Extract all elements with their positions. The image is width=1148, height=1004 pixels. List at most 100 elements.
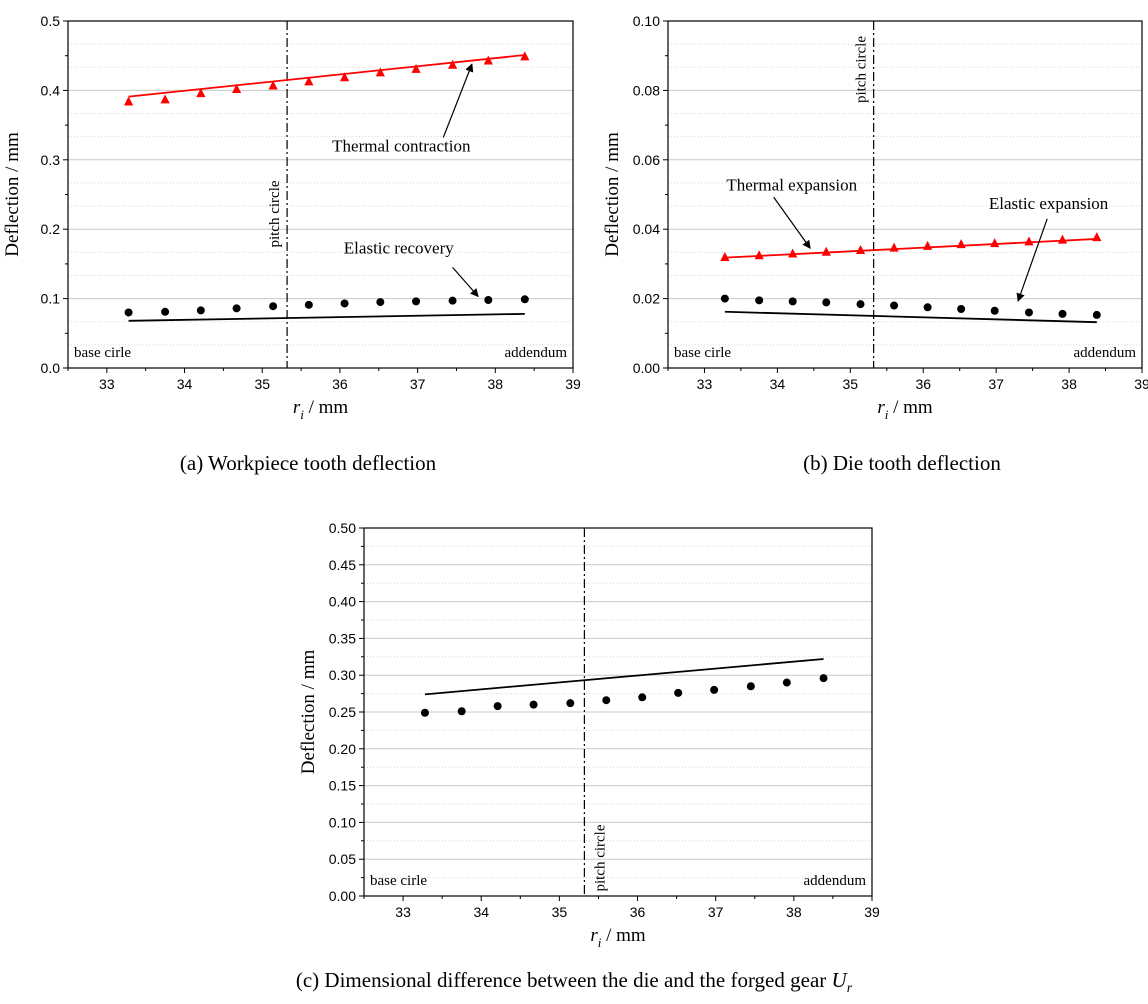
pitch-circle-label: pitch circle — [267, 180, 283, 247]
annotation-label: Thermal expansion — [726, 175, 857, 194]
panel-caption: (c) Dimensional difference between the d… — [296, 968, 853, 996]
data-point-triangle — [720, 251, 730, 261]
x-tick-label: 35 — [843, 376, 859, 392]
data-point-triangle — [1057, 234, 1068, 244]
x-tick-label: 34 — [177, 376, 193, 392]
data-point-circle — [788, 297, 797, 306]
y-tick-label: 0.30 — [329, 667, 356, 683]
data-point-circle — [124, 308, 133, 317]
data-point-circle — [720, 294, 729, 303]
y-tick-label: 0.0 — [41, 360, 61, 376]
fit-line — [724, 310, 1097, 324]
data-point-circle — [566, 699, 575, 708]
x-tick-label: 38 — [1061, 376, 1077, 392]
data-point-triangle — [821, 246, 831, 256]
x-axis-label: ri / mm — [877, 397, 933, 422]
data-point-circle — [856, 300, 865, 309]
y-tick-label: 0.5 — [41, 13, 61, 29]
y-tick-label: 0.02 — [633, 291, 660, 307]
data-point-triangle — [160, 94, 170, 104]
plot-frame — [67, 20, 574, 369]
data-point-circle — [376, 298, 385, 307]
x-tick-label: 33 — [697, 376, 713, 392]
annotation-arrow — [773, 196, 811, 249]
data-point-circle — [957, 305, 966, 314]
annotation-arrow — [442, 63, 474, 138]
y-tick-label: 0.10 — [633, 13, 660, 29]
data-point-circle — [1092, 310, 1101, 319]
y-tick-label: 0.10 — [329, 814, 356, 830]
x-tick-label: 39 — [864, 904, 880, 920]
x-axis-label: ri / mm — [590, 925, 646, 950]
fit-line — [424, 658, 824, 696]
fit-line — [724, 238, 1097, 259]
data-point-triangle — [447, 59, 458, 69]
annotation-label: Elastic expansion — [989, 194, 1109, 213]
y-tick-label: 0.04 — [633, 221, 660, 237]
y-tick-label: 0.08 — [633, 82, 660, 98]
annotation-label: Thermal contraction — [332, 136, 471, 155]
data-point-triangle — [788, 248, 798, 258]
base-circle-label: base cirle — [74, 345, 131, 361]
data-point-circle — [782, 678, 791, 687]
y-tick-label: 0.40 — [329, 594, 356, 610]
data-point-circle — [520, 295, 529, 304]
data-point-triangle — [231, 84, 242, 94]
y-tick-label: 0.1 — [41, 291, 61, 307]
data-point-triangle — [375, 67, 385, 77]
x-tick-label: 35 — [552, 904, 568, 920]
pitch-circle-label: pitch circle — [854, 36, 870, 103]
addendum-label: addendum — [505, 345, 568, 361]
x-tick-label: 34 — [473, 904, 489, 920]
y-tick-label: 0.3 — [41, 152, 61, 168]
y-axis-label: Deflection / mm — [298, 650, 319, 775]
data-point-circle — [674, 688, 683, 697]
base-circle-label: base cirle — [674, 345, 731, 361]
data-point-circle — [710, 685, 719, 694]
chart-a: 0.0 0.1 0.2 0.3 0.4 0.5 33 34 35 36 37 38 39 ri / mm D… — [2, 13, 581, 475]
x-tick-label: 38 — [786, 904, 802, 920]
data-point-circle — [493, 702, 502, 711]
panel-caption: (b) Die tooth deflection — [803, 451, 1001, 475]
chart-b: 0.00 0.02 0.04 0.06 0.08 0.10 33 34 35 36 37 38 39 ri… — [602, 13, 1148, 475]
x-tick-label: 33 — [395, 904, 411, 920]
annotation-label: Elastic recovery — [344, 238, 454, 257]
x-tick-label: 37 — [410, 376, 426, 392]
data-point-circle — [638, 693, 647, 702]
data-point-triangle — [196, 88, 206, 98]
y-tick-label: 0.05 — [329, 851, 356, 867]
x-tick-label: 39 — [565, 376, 581, 392]
data-point-triangle — [855, 245, 866, 255]
data-point-circle — [412, 297, 421, 306]
y-axis-label: Deflection / mm — [602, 132, 623, 257]
y-tick-label: 0.15 — [329, 778, 356, 794]
data-point-triangle — [304, 76, 314, 86]
y-tick-label: 0.00 — [633, 360, 660, 376]
data-point-circle — [484, 295, 493, 304]
data-point-triangle — [889, 242, 899, 252]
data-point-circle — [819, 674, 828, 683]
y-tick-label: 0.35 — [329, 630, 356, 646]
data-point-circle — [196, 306, 205, 315]
data-point-triangle — [339, 72, 350, 82]
x-tick-label: 33 — [99, 376, 115, 392]
data-point-circle — [822, 298, 831, 307]
data-point-triangle — [124, 96, 134, 106]
x-tick-label: 36 — [630, 904, 646, 920]
data-point-circle — [448, 296, 457, 305]
x-tick-label: 38 — [488, 376, 504, 392]
pitch-circle-label: pitch circle — [592, 824, 608, 891]
chart-c: 0.00 0.05 0.10 0.15 0.20 0.25 0.30 0.35 0.40 0.45… — [296, 520, 880, 996]
addendum-label: addendum — [1074, 345, 1137, 361]
data-point-circle — [890, 301, 899, 310]
panel-caption: (a) Workpiece tooth deflection — [180, 451, 437, 475]
fit-line — [128, 54, 525, 98]
data-point-circle — [990, 306, 999, 315]
x-tick-label: 37 — [988, 376, 1004, 392]
y-tick-label: 0.45 — [329, 557, 356, 573]
x-tick-label: 36 — [332, 376, 348, 392]
x-axis-label: ri / mm — [293, 397, 349, 422]
x-tick-label: 37 — [708, 904, 724, 920]
addendum-label: addendum — [804, 873, 867, 889]
